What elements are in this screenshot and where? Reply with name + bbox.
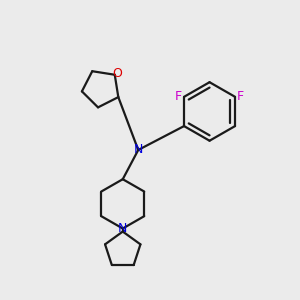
Text: N: N — [118, 222, 128, 235]
Text: N: N — [134, 143, 143, 157]
Text: O: O — [112, 68, 122, 80]
Text: F: F — [237, 90, 244, 103]
Text: F: F — [175, 90, 182, 103]
